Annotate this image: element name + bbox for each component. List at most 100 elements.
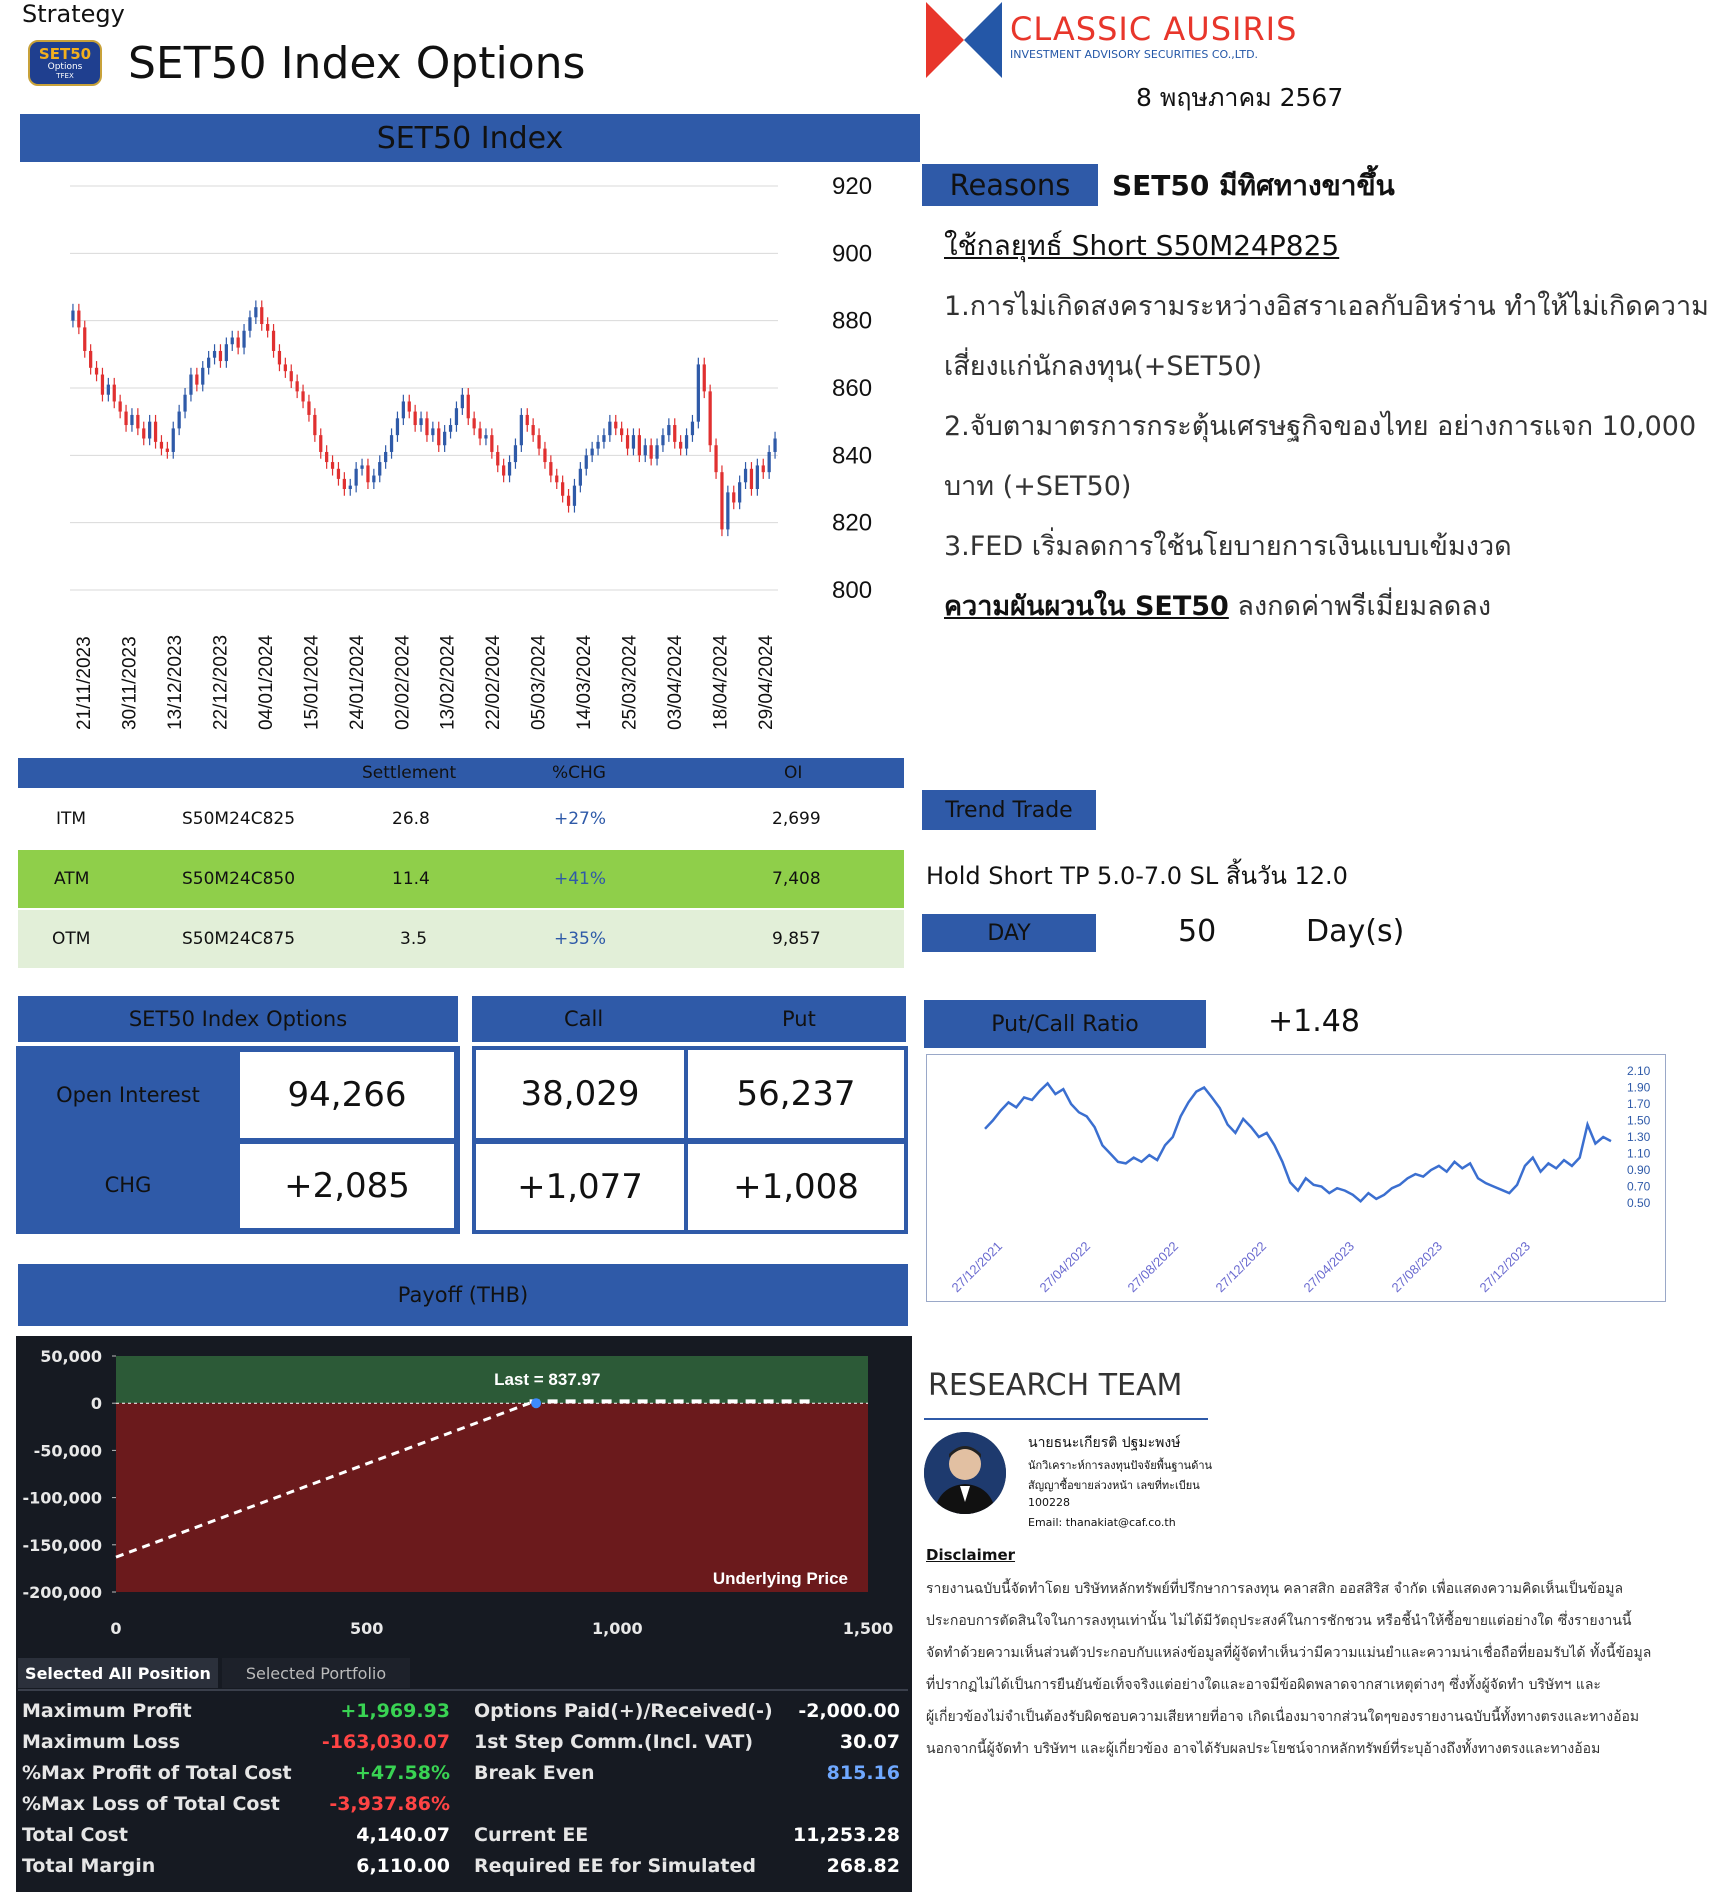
left-stat-value: +1,969.93: [340, 1700, 450, 1722]
candle-body: [549, 462, 553, 476]
oi-box-title: SET50 Index Options: [18, 996, 458, 1042]
candle-body: [732, 492, 736, 503]
candle-body: [94, 367, 99, 375]
row-series: S50M24C850: [182, 869, 296, 889]
disclaimer-line: ประกอบการตัดสินใจในการลงทุนเท่านั้น ไม่ไ…: [926, 1613, 1632, 1629]
last-price-marker: [531, 1398, 542, 1409]
x-tick-label: 500: [350, 1619, 383, 1638]
candle-body: [667, 425, 671, 436]
day-label: DAY: [922, 914, 1096, 952]
candle-body: [372, 475, 376, 483]
pcr-y-tick-label: 1.70: [1627, 1097, 1651, 1111]
candle-body: [513, 445, 518, 463]
candle-body: [236, 337, 240, 348]
x-tick-label: 18/04/2024: [711, 634, 732, 730]
candle-body: [271, 330, 276, 351]
candle-body: [342, 478, 346, 489]
trend-trade-label: Trend Trade: [922, 790, 1096, 830]
x-tick-label: 1,000: [592, 1619, 643, 1638]
candle-body: [330, 462, 335, 469]
right-stat-value: 268.82: [826, 1855, 900, 1877]
day-unit: Day(s): [1306, 914, 1405, 949]
candle-body: [507, 462, 512, 476]
profit-zone: [116, 1356, 868, 1404]
right-stat-label: Required EE for Simulated: [474, 1855, 756, 1877]
brand-name: CLASSIC AUSIRIS: [1010, 10, 1298, 48]
pcr-y-tick-label: 1.90: [1627, 1081, 1651, 1095]
candle-body: [437, 428, 441, 446]
row-oi: 9,857: [772, 929, 821, 949]
left-stat-label: %Max Profit of Total Cost: [22, 1762, 292, 1784]
candle-body: [738, 482, 742, 503]
candle-body: [490, 435, 494, 452]
candle-body: [307, 401, 311, 415]
row-chg: +35%: [554, 929, 607, 949]
tab-selected-all-position[interactable]: Selected All Position: [18, 1658, 218, 1688]
candle-body: [354, 468, 358, 486]
left-stat-label: Maximum Loss: [22, 1731, 181, 1753]
x-tick-label: 0: [110, 1619, 121, 1638]
underlying-price-label: Underlying Price: [713, 1569, 848, 1588]
pcr-value: +1.48: [1268, 1004, 1360, 1039]
loss-zone: [116, 1403, 868, 1592]
candle-body: [743, 468, 748, 483]
candle-body: [649, 445, 653, 459]
candle-body: [189, 374, 193, 395]
x-tick-label: 22/12/2023: [210, 635, 231, 730]
trend-text: Hold Short TP 5.0-7.0 SL สิ้นวัน 12.0: [926, 862, 1348, 890]
reason-item: 1.การไม่เกิดสงครามระหว่างอิสราเอลกับอิหร…: [944, 291, 1709, 322]
candle-body: [407, 401, 411, 412]
left-stat-value: -163,030.07: [321, 1731, 450, 1753]
candle-body: [478, 428, 482, 439]
candle-body: [395, 418, 400, 436]
tab-selected-portfolio[interactable]: Selected Portfolio: [222, 1658, 410, 1688]
candle-body: [637, 435, 641, 456]
candle-body: [620, 428, 624, 436]
candle-body: [425, 418, 429, 436]
y-tick-label: 860: [832, 375, 872, 402]
oi-chg-value: +2,085: [240, 1144, 454, 1228]
candle-body: [148, 421, 152, 439]
candle-body: [230, 337, 234, 345]
candle-body: [590, 448, 594, 456]
pcr-x-tick-label: 27/08/2023: [1389, 1238, 1446, 1295]
brand-subtitle: INVESTMENT ADVISORY SECURITIES CO.,LTD.: [1010, 48, 1259, 61]
candle-body: [389, 435, 394, 452]
header-chg: %CHG: [552, 763, 606, 783]
candle-body: [773, 438, 777, 452]
candle-body: [767, 451, 771, 473]
candle-body: [525, 414, 529, 426]
candle-body: [224, 344, 228, 362]
candle-body: [419, 418, 423, 426]
candle-body: [248, 317, 252, 331]
x-tick-label: 02/02/2024: [392, 634, 413, 730]
candle-body: [142, 428, 146, 439]
candle-body: [643, 445, 647, 456]
left-stat-value: +47.58%: [354, 1762, 450, 1784]
x-tick-label: 25/03/2024: [620, 634, 641, 730]
reason-item: บาท (+SET50): [944, 471, 1132, 502]
candle-body: [212, 350, 217, 358]
options-table: Settlement %CHG OI ITM S50M24C825 26.8 +…: [18, 758, 904, 970]
strategy-label: Strategy: [22, 0, 125, 28]
x-tick-label: 04/01/2024: [256, 634, 277, 730]
table-row: [18, 790, 904, 848]
disclaimer-line: นอกจากนี้ผู้จัดทำ บริษัทฯ และผู้เกี่ยวข้…: [926, 1741, 1601, 1757]
right-stat-label: Break Even: [474, 1762, 595, 1784]
right-stat-value: 815.16: [826, 1762, 900, 1784]
x-tick-label: 15/01/2024: [301, 634, 322, 730]
candle-body: [348, 485, 352, 489]
candle-body: [655, 445, 659, 459]
pcr-label: Put/Call Ratio: [924, 1000, 1206, 1048]
row-series: S50M24C825: [182, 809, 296, 829]
candle-body: [165, 448, 169, 452]
volatility-bold: ความผันผวนใน SET50: [944, 591, 1229, 622]
row-tier: ATM: [54, 869, 90, 889]
candle-body: [89, 350, 93, 368]
table-row: [18, 850, 904, 908]
disclaimer-title: Disclaimer: [926, 1546, 1016, 1564]
candle-body: [761, 465, 765, 473]
open-interest-label: Open Interest: [56, 1083, 200, 1107]
candle-body: [260, 307, 264, 325]
header-settlement: Settlement: [362, 763, 457, 783]
